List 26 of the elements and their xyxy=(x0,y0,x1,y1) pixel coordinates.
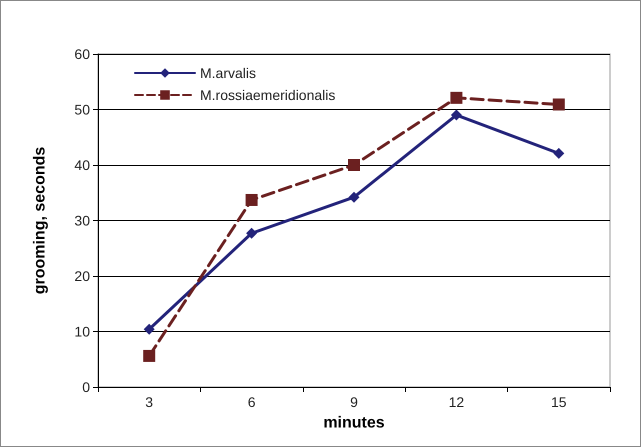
legend-label: M.arvalis xyxy=(200,65,256,81)
point xyxy=(348,192,360,203)
y-tick-label: 20 xyxy=(74,268,90,284)
point xyxy=(144,324,155,335)
x-tick-label: 12 xyxy=(448,394,464,410)
y-tick-label: 0 xyxy=(82,379,90,395)
point xyxy=(246,228,258,239)
x-tick-label: 9 xyxy=(350,394,358,410)
point xyxy=(553,148,564,159)
x-tick-label: 6 xyxy=(248,394,256,410)
x-axis-title: minutes xyxy=(323,414,385,432)
y-tick-label: 30 xyxy=(74,212,90,228)
point xyxy=(143,350,156,362)
y-tick-label: 40 xyxy=(74,157,90,173)
point xyxy=(348,159,360,171)
y-axis-title: grooming, seconds xyxy=(32,146,48,294)
x-tick-label: 3 xyxy=(145,394,154,410)
y-tick-label: 60 xyxy=(74,46,90,62)
point xyxy=(552,98,565,111)
legend-label: M.rossiaemeridionalis xyxy=(200,87,336,103)
y-tick-label: 10 xyxy=(74,324,90,340)
point xyxy=(450,92,462,104)
point xyxy=(246,194,258,206)
point xyxy=(450,110,462,121)
x-tick-label: 15 xyxy=(551,394,567,410)
y-tick-label: 50 xyxy=(74,102,90,118)
